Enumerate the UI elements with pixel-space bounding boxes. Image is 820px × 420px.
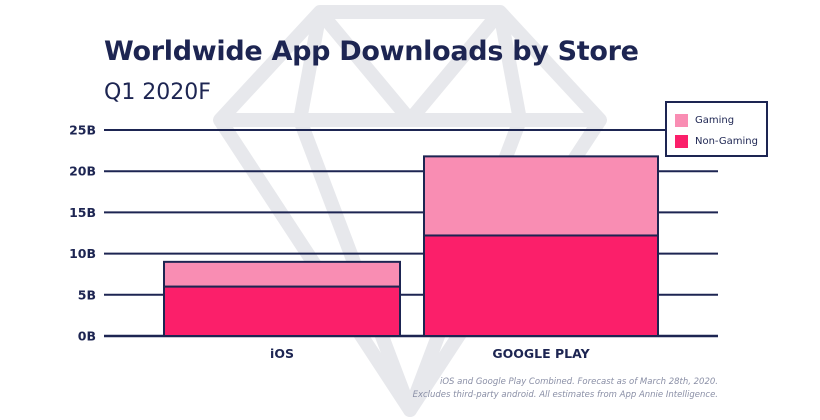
legend-label-non-gaming: Non-Gaming (695, 136, 758, 147)
footnote-line-1: iOS and Google Play Combined. Forecast a… (439, 377, 718, 387)
x-tick-label: GOOGLE PLAY (492, 346, 590, 361)
bar-gaming (423, 155, 659, 237)
legend-swatch-gaming (675, 114, 688, 127)
x-tick-label: iOS (270, 346, 294, 361)
bars (163, 155, 659, 337)
x-axis: iOS GOOGLE PLAY (270, 346, 591, 361)
bar-non-gaming (163, 285, 401, 337)
legend-label-gaming: Gaming (695, 115, 735, 126)
y-tick-label: 15B (69, 205, 96, 220)
y-tick-label: 20B (69, 164, 96, 179)
y-tick-label: 5B (78, 287, 96, 302)
y-tick-label: 10B (69, 246, 96, 261)
legend-item-gaming: Gaming (675, 114, 734, 127)
legend: Gaming Non-Gaming (665, 101, 768, 157)
y-axis: 0B 5B 10B 15B 20B 25B (69, 123, 96, 344)
bar-non-gaming (423, 234, 659, 337)
legend-swatch-non-gaming (675, 135, 688, 148)
chart-subtitle: Q1 2020F (104, 80, 211, 105)
bar-gaming (163, 260, 401, 288)
chart-title: Worldwide App Downloads by Store (104, 36, 639, 67)
y-tick-label: 0B (78, 329, 96, 344)
footnote: iOS and Google Play Combined. Forecast a… (413, 376, 718, 402)
footnote-line-2: Excludes third-party android. All estima… (412, 390, 718, 400)
legend-item-non-gaming: Non-Gaming (675, 135, 758, 148)
y-tick-label: 25B (69, 123, 96, 138)
